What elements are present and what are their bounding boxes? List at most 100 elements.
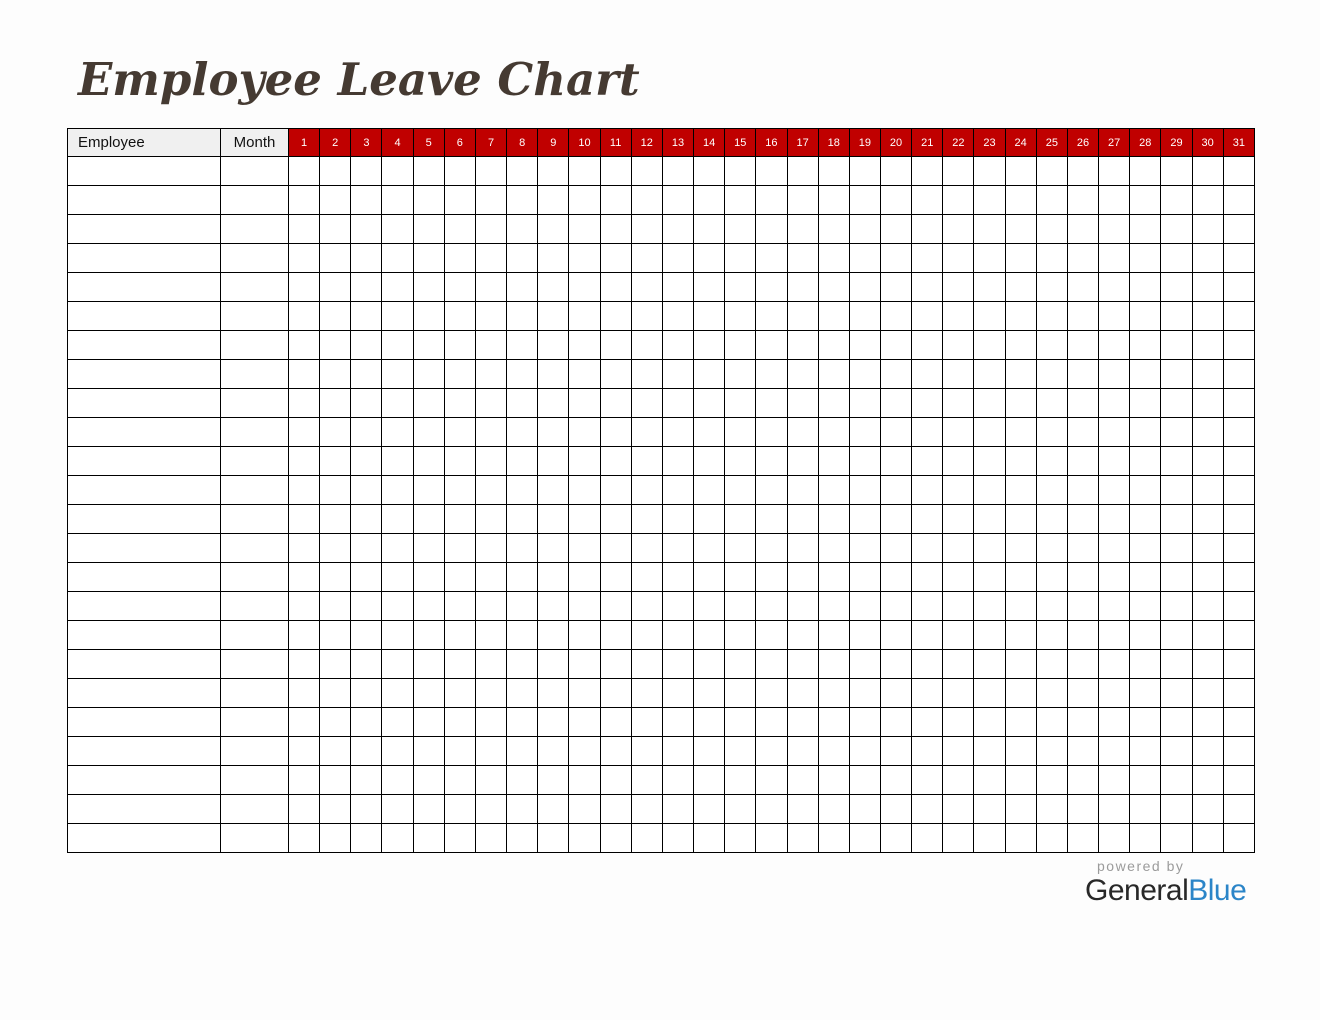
day-cell <box>661 736 695 766</box>
day-cell <box>287 823 321 853</box>
day-cell <box>973 533 1006 563</box>
day-cell <box>693 620 726 650</box>
day-cell <box>1004 446 1037 476</box>
employee-cell <box>67 678 221 708</box>
day-cell <box>537 359 570 389</box>
day-cell <box>319 533 352 563</box>
day-cell <box>381 417 414 447</box>
day-column-header: 8 <box>506 128 539 157</box>
day-cell <box>911 533 944 563</box>
day-cell <box>1004 707 1037 737</box>
day-column-header: 16 <box>755 128 788 157</box>
day-cell <box>319 272 352 302</box>
day-cell <box>350 562 383 592</box>
day-cell <box>1160 446 1193 476</box>
day-cell <box>537 620 570 650</box>
day-cell <box>537 272 570 302</box>
day-cell <box>879 388 913 418</box>
day-cell <box>474 388 508 418</box>
day-cell <box>568 359 601 389</box>
day-cell <box>755 765 788 795</box>
day-cell <box>879 301 913 331</box>
table-row <box>67 533 1256 563</box>
day-column-header: 9 <box>537 128 570 157</box>
day-cell <box>350 156 383 186</box>
day-cell <box>381 823 414 853</box>
day-column-header: 30 <box>1191 128 1224 157</box>
day-cell <box>506 533 539 563</box>
day-cell <box>911 446 944 476</box>
day-cell <box>693 678 726 708</box>
day-cell <box>1160 475 1193 505</box>
day-cell <box>973 214 1006 244</box>
day-cell <box>1222 649 1256 679</box>
day-cell <box>661 156 695 186</box>
day-cell <box>1098 823 1131 853</box>
day-cell <box>1066 533 1100 563</box>
day-column-header: 19 <box>848 128 881 157</box>
day-cell <box>474 765 508 795</box>
day-cell <box>1098 359 1131 389</box>
day-cell <box>1191 272 1224 302</box>
day-cell <box>506 794 539 824</box>
day-cell <box>319 591 352 621</box>
day-cell <box>848 330 881 360</box>
day-cell <box>942 417 975 447</box>
day-cell <box>1004 649 1037 679</box>
day-cell <box>724 475 757 505</box>
day-cell <box>1004 330 1037 360</box>
day-cell <box>1191 765 1224 795</box>
day-cell <box>848 823 881 853</box>
day-cell <box>537 214 570 244</box>
day-cell <box>1191 185 1224 215</box>
day-cell <box>537 678 570 708</box>
day-cell <box>1004 591 1037 621</box>
day-cell <box>599 707 632 737</box>
day-cell <box>537 707 570 737</box>
day-cell <box>350 243 383 273</box>
day-cell <box>1035 156 1068 186</box>
day-cell <box>1066 794 1100 824</box>
day-cell <box>693 243 726 273</box>
day-cell <box>474 272 508 302</box>
day-cell <box>817 417 850 447</box>
day-cell <box>412 736 445 766</box>
day-cell <box>568 475 601 505</box>
day-cell <box>879 417 913 447</box>
day-cell <box>786 649 819 679</box>
day-cell <box>599 359 632 389</box>
day-cell <box>693 214 726 244</box>
day-cell <box>537 185 570 215</box>
day-cell <box>1035 330 1068 360</box>
day-cell <box>848 736 881 766</box>
day-cell <box>973 272 1006 302</box>
day-cell <box>942 272 975 302</box>
employee-cell <box>67 475 221 505</box>
day-cell <box>568 156 601 186</box>
day-cell <box>693 301 726 331</box>
day-cell <box>630 736 663 766</box>
month-cell <box>220 388 289 418</box>
brand-general: General <box>1085 874 1189 907</box>
day-cell <box>942 243 975 273</box>
day-cell <box>1066 504 1100 534</box>
day-column-header: 6 <box>443 128 476 157</box>
day-cell <box>661 794 695 824</box>
day-cell <box>942 330 975 360</box>
day-cell <box>443 649 476 679</box>
day-cell <box>1129 301 1162 331</box>
day-cell <box>661 765 695 795</box>
day-cell <box>1129 388 1162 418</box>
day-cell <box>599 794 632 824</box>
day-cell <box>973 243 1006 273</box>
day-cell <box>599 272 632 302</box>
day-cell <box>599 330 632 360</box>
day-cell <box>848 591 881 621</box>
day-cell <box>474 359 508 389</box>
day-cell <box>1191 736 1224 766</box>
day-cell <box>817 272 850 302</box>
day-cell <box>474 678 508 708</box>
day-cell <box>506 765 539 795</box>
month-cell <box>220 417 289 447</box>
day-cell <box>911 272 944 302</box>
